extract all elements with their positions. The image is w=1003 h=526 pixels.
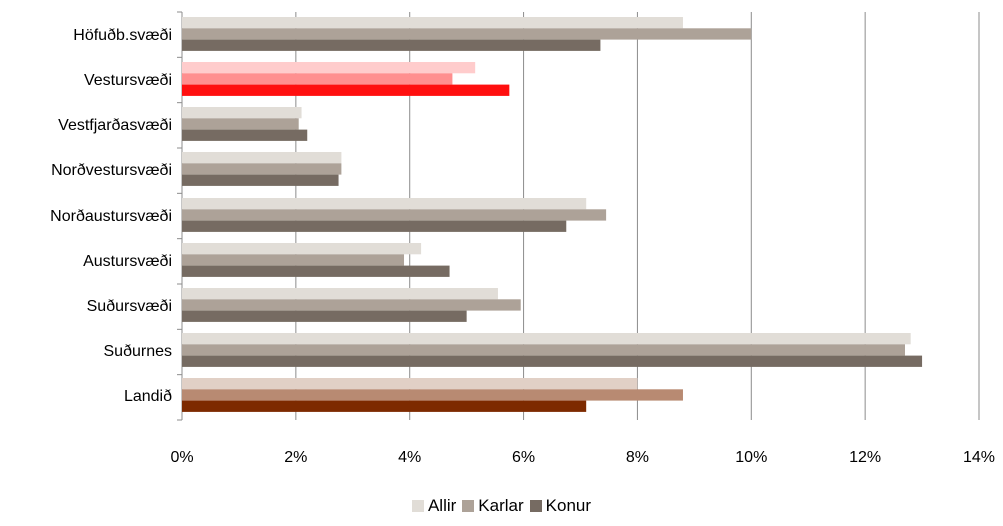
bar-karlar-austursvaedi [182,254,405,266]
bar-konur-nordvestursvaedi [182,174,339,186]
bar-konur-landid [182,400,587,412]
category-label: Höfuðb.svæði [73,27,172,44]
bar-karlar-landid [182,389,683,401]
bar-allir-austursvaedi [182,243,422,255]
category-label: Austursvæði [83,253,172,270]
legend-label: Allir [427,496,457,515]
x-tick-label: 6% [512,449,535,466]
x-tick-label: 14% [963,449,995,466]
legend-swatch [411,500,424,512]
legend-swatch [462,500,475,512]
legend-label: Karlar [478,496,524,515]
x-tick-label: 4% [398,449,421,466]
bar-allir-landid [182,378,638,390]
bar-karlar-nordaustursvaedi [182,209,607,221]
legend-swatch [529,500,542,512]
bar-allir-nordvestursvaedi [182,152,342,164]
category-label: Suðursvæði [87,298,172,315]
chart-legend: Allir Karlar Konur [0,496,1003,516]
legend-item-konur: Konur [529,496,592,516]
category-label: Norðaustursvæði [50,208,172,225]
bar-allir-nordaustursvaedi [182,198,587,210]
bar-allir-vestfjardasvaedi [182,107,302,119]
x-tick-label: 0% [170,449,193,466]
bar-allir-sudursvaedi [182,288,498,300]
bar-allir-hofudb-svaedi [182,17,683,29]
legend-item-karlar: Karlar [462,496,524,516]
category-label: Vestursvæði [84,72,172,89]
category-label: Landið [124,388,172,405]
x-tick-label: 2% [284,449,307,466]
x-tick-label: 10% [735,449,767,466]
bar-karlar-vestursvaedi [182,73,453,85]
bar-konur-sudurnes [182,355,923,367]
category-label: Norðvestursvæði [51,162,172,179]
x-tick-label: 8% [626,449,649,466]
bar-allir-vestursvaedi [182,62,476,74]
x-tick-label: 12% [849,449,881,466]
bar-karlar-hofudb-svaedi [182,28,752,40]
bar-konur-austursvaedi [182,265,450,277]
bar-allir-sudurnes [182,333,911,345]
bar-karlar-sudursvaedi [182,299,521,311]
bar-konur-nordaustursvaedi [182,220,567,232]
category-label: Vestfjarðasvæði [58,117,172,134]
bar-karlar-vestfjardasvaedi [182,118,299,130]
bar-karlar-sudurnes [182,344,905,356]
legend-item-allir: Allir [411,496,457,516]
bar-konur-sudursvaedi [182,310,467,322]
bar-karlar-nordvestursvaedi [182,163,342,175]
legend-label: Konur [545,496,592,515]
bar-konur-hofudb-svaedi [182,39,601,51]
bar-konur-vestfjardasvaedi [182,129,308,141]
bar-konur-vestursvaedi [182,84,510,96]
category-label: Suðurnes [104,343,173,360]
